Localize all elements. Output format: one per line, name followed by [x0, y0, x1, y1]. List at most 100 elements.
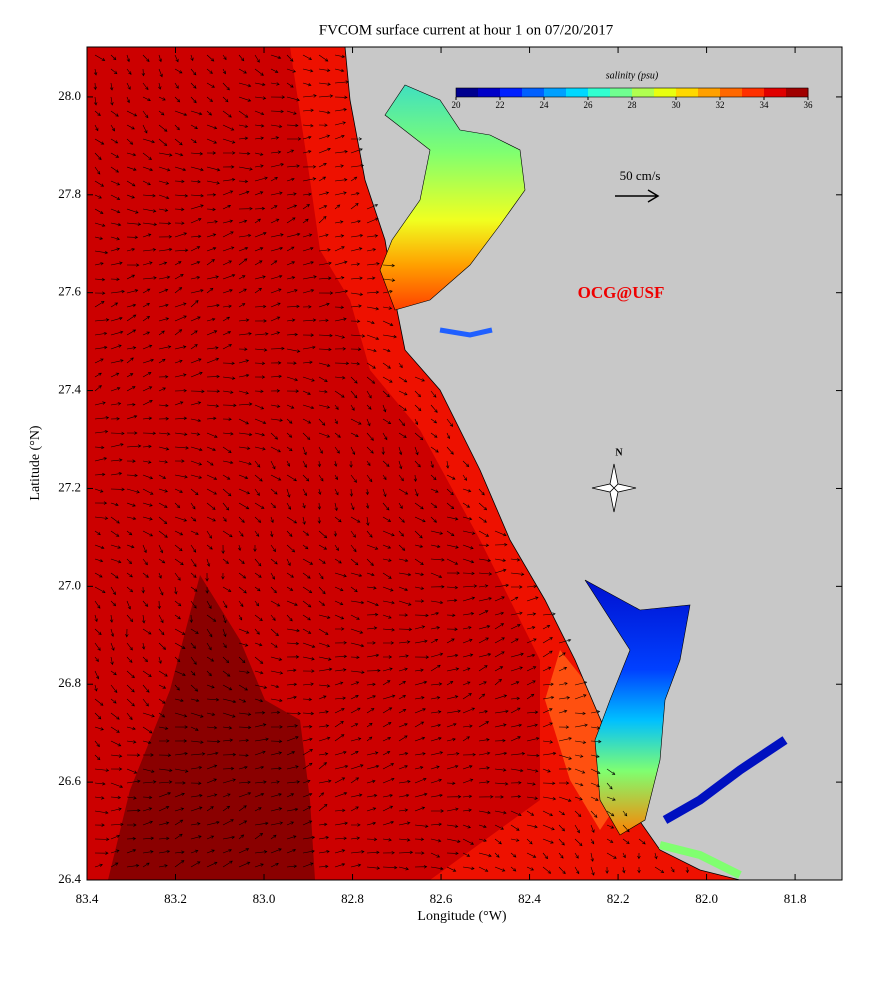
current-vector: [286, 361, 297, 365]
current-vector: [366, 217, 379, 224]
current-vector: [158, 516, 168, 525]
current-vector: [574, 852, 579, 859]
current-vector: [462, 502, 471, 508]
current-vector: [126, 558, 133, 565]
current-vector: [206, 96, 213, 102]
current-vector: [206, 793, 218, 798]
current-vector: [350, 600, 365, 605]
current-vector: [206, 530, 212, 539]
current-vector: [462, 681, 471, 686]
current-vector: [158, 110, 165, 116]
current-vector: [190, 670, 196, 676]
current-vector: [526, 710, 539, 714]
current-vector: [334, 474, 338, 481]
current-vector: [270, 848, 282, 854]
current-vector: [350, 262, 361, 266]
current-vector: [430, 852, 441, 858]
current-vector: [286, 668, 297, 673]
current-vector: [382, 278, 396, 282]
current-vector: [302, 376, 315, 382]
current-vector: [206, 861, 218, 868]
current-vector: [510, 572, 525, 576]
current-vector: [462, 544, 474, 550]
current-vector: [446, 764, 459, 770]
current-vector: [238, 275, 246, 280]
current-vector: [366, 362, 376, 369]
current-vector: [238, 712, 252, 716]
current-vector: [270, 572, 275, 580]
current-vector: [206, 751, 219, 756]
current-vector: [206, 357, 220, 364]
colorbar-swatch: [676, 88, 699, 97]
current-vector: [110, 754, 123, 758]
current-vector: [270, 374, 282, 379]
current-vector: [318, 586, 326, 595]
current-vector: [622, 866, 626, 874]
current-vector: [446, 866, 457, 872]
current-vector: [302, 390, 311, 395]
current-vector: [94, 488, 104, 493]
current-vector: [126, 415, 138, 420]
current-vector: [478, 738, 490, 742]
current-vector: [206, 247, 217, 252]
current-vector: [446, 807, 459, 812]
current-vector: [126, 346, 137, 350]
current-vector: [158, 358, 166, 364]
current-vector: [174, 432, 188, 436]
current-vector: [462, 558, 475, 564]
current-vector: [302, 460, 307, 468]
current-vector: [302, 711, 315, 716]
current-vector: [94, 385, 102, 392]
current-vector: [318, 390, 328, 394]
current-vector: [350, 793, 363, 798]
x-tick-label: 82.0: [695, 891, 718, 906]
current-vector: [398, 460, 403, 470]
current-vector: [270, 361, 282, 365]
current-vector: [430, 460, 434, 469]
current-vector: [254, 68, 264, 76]
current-vector: [142, 344, 153, 350]
current-vector: [270, 834, 277, 840]
current-vector: [478, 795, 494, 799]
current-vector: [462, 667, 471, 672]
current-vector: [206, 712, 216, 716]
current-vector: [270, 205, 278, 210]
current-vector: [174, 54, 179, 63]
current-vector: [270, 150, 282, 154]
current-vector: [414, 680, 428, 686]
current-vector: [190, 234, 202, 239]
current-vector: [446, 737, 456, 742]
current-vector: [542, 810, 554, 817]
current-vector: [574, 768, 586, 774]
current-vector: [142, 288, 151, 294]
current-vector: [110, 698, 117, 704]
current-vector: [94, 740, 100, 748]
current-vector: [381, 446, 385, 455]
current-vector: [446, 653, 459, 658]
current-vector: [462, 571, 475, 576]
watermark: OCG@USF: [578, 283, 665, 302]
current-vector: [414, 752, 426, 756]
current-vector: [158, 572, 162, 579]
current-vector: [414, 824, 429, 828]
current-vector: [398, 362, 403, 369]
current-vector: [238, 246, 249, 252]
current-vector: [158, 656, 162, 664]
current-vector: [286, 192, 297, 196]
vector-field: [93, 54, 690, 876]
current-vector: [574, 810, 582, 817]
current-vector: [430, 432, 438, 438]
current-vector: [622, 810, 628, 817]
current-vector: [366, 600, 379, 607]
colorbar-label: salinity (psu): [606, 70, 659, 81]
current-vector: [382, 558, 392, 562]
current-vector: [190, 110, 203, 116]
current-vector: [110, 795, 122, 800]
current-vector: [110, 68, 118, 75]
tampa-bay: [379, 84, 526, 311]
current-vector: [317, 516, 321, 524]
current-vector: [270, 246, 284, 252]
current-vector: [318, 123, 328, 127]
current-vector: [494, 768, 507, 772]
current-vector: [238, 258, 248, 266]
